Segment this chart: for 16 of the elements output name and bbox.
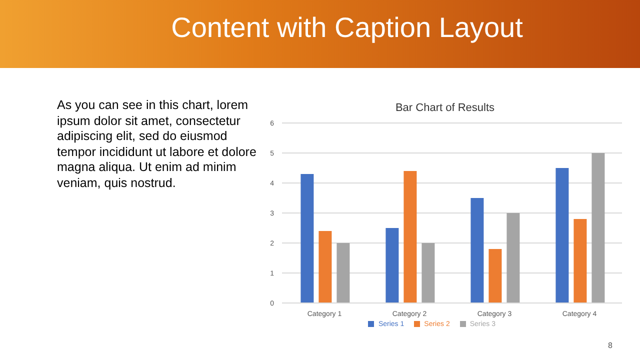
text: As you can see in this chart, lorem ipsum dolor sit amet, consectetur adipiscing elit, sed do eiusmod tempor incididunt ut labore et dolore magna aliqua. Ut enim ad minim veniam, quis nostrud.: [57, 98, 257, 191]
bar: [336, 243, 350, 303]
bar: [318, 231, 332, 303]
bar: [592, 153, 605, 303]
text: 8: [608, 341, 612, 350]
bar: [488, 249, 502, 303]
bar: [300, 174, 314, 303]
bar: [470, 198, 484, 303]
bar: [422, 243, 435, 303]
bar: [574, 219, 587, 303]
bar: [386, 228, 399, 303]
bar: [404, 171, 417, 303]
text: Content with Caption Layout: [170, 12, 524, 44]
bar: [506, 213, 520, 303]
bar: [556, 168, 569, 303]
chart-title: Bar Chart of Results: [394, 102, 496, 114]
